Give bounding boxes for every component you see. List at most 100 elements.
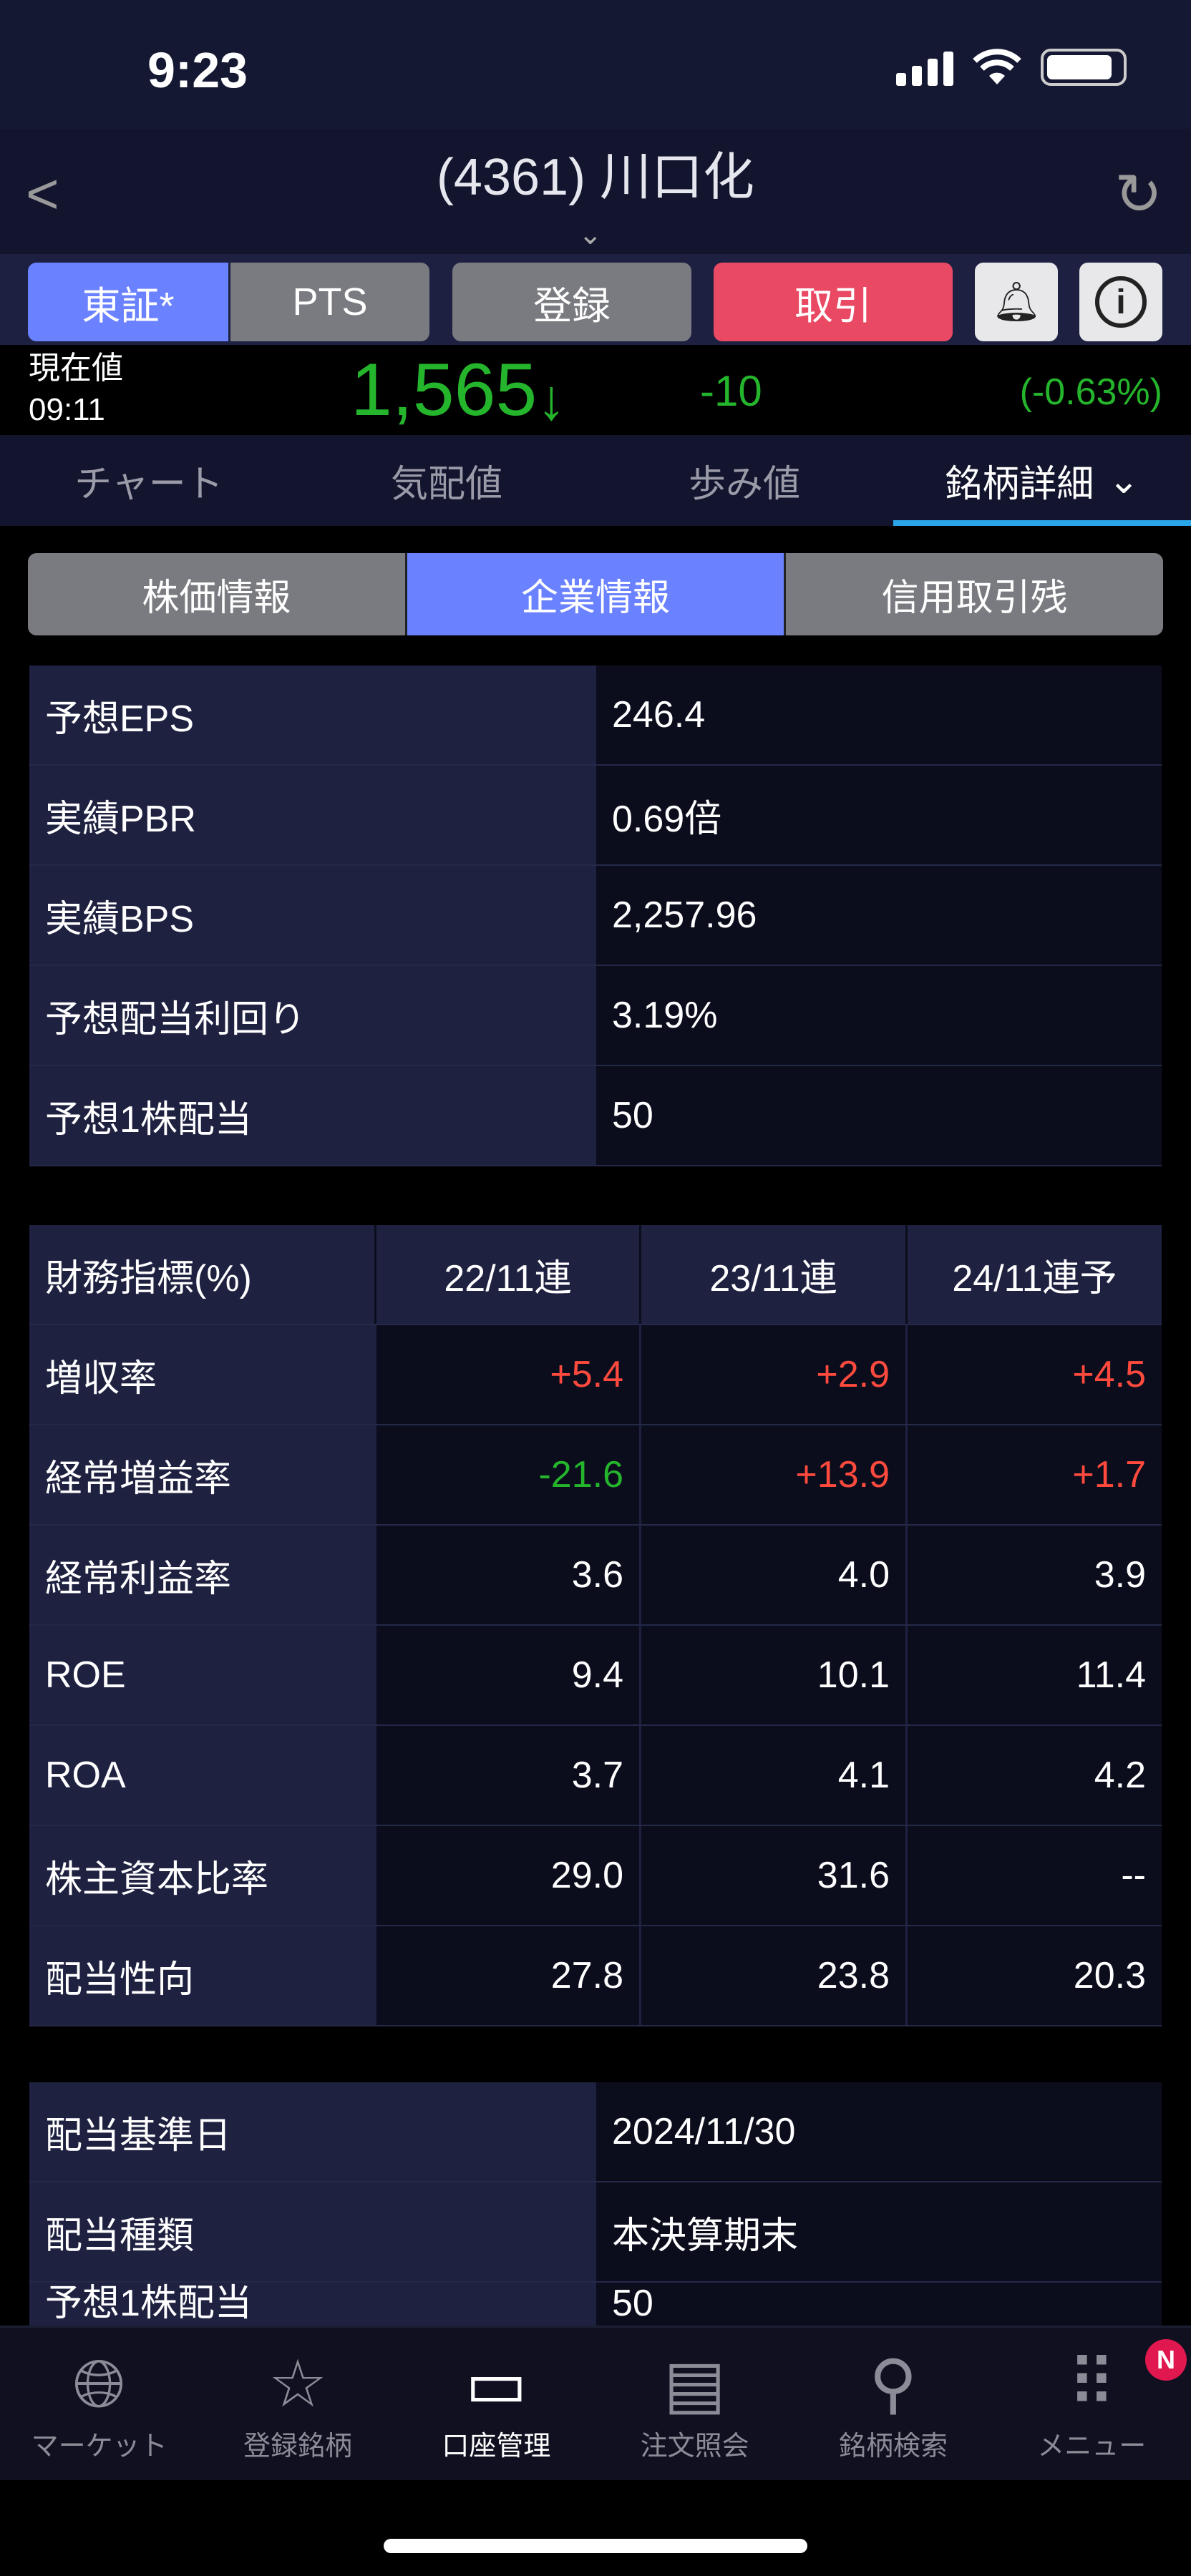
table-header: 財務指標(%) 22/11連 23/11連 24/11連予 [29,1225,1162,1325]
row-label: 配当種類 [29,2182,596,2281]
clock: 9:23 [147,42,248,98]
row-label: 予想配当利回り [29,966,596,1065]
nav-label: メニュー [1037,2431,1147,2462]
arrow-down-icon: ↓ [537,368,566,431]
table-row: 実績BPS 2,257.96 [29,866,1162,966]
nav-item[interactable]: ▭ 口座管理 [397,2328,596,2480]
column-header: 22/11連 [374,1225,639,1324]
cell-value: 29.0 [374,1826,639,1925]
dividend-table: 配当基準日 2024/11/30 配当種類 本決算期末 予想1株配当 50 [29,2082,1162,2326]
table-row: ROE 9.4 10.1 11.4 [29,1626,1162,1726]
nav-label: 注文照会 [640,2431,749,2462]
signal-icon [896,52,953,86]
row-value: 50 [596,1066,1162,1165]
cell-value: +1.7 [905,1425,1162,1524]
bell-icon[interactable]: 🔔︎ [975,263,1058,341]
market-tse-button[interactable]: 東証* [28,263,228,341]
subtab-price-info[interactable]: 株価情報 [28,553,407,635]
price-change-percent: (-0.63%) [1019,371,1162,413]
back-icon[interactable]: < [26,162,59,225]
row-label: ROE [29,1626,374,1724]
table-row: 配当性向 27.8 23.8 20.3 [29,1926,1162,2026]
tab-quotes[interactable]: 気配値 [390,464,502,505]
current-price: 1,565 [351,348,538,431]
cell-value: -21.6 [374,1425,639,1524]
cell-value: 9.4 [374,1626,639,1724]
stock-title[interactable]: (4361) 川口化 [436,149,755,206]
nav-label: 口座管理 [442,2431,551,2462]
tab-details-label: 銘柄詳細 [945,464,1094,505]
grid-icon: ⠿ [1067,2348,1116,2421]
row-label: 増収率 [29,1325,374,1424]
table-row: ROA 3.7 4.1 4.2 [29,1726,1162,1826]
tab-chart[interactable]: チャート [74,464,223,505]
tab-details[interactable]: 銘柄詳細 ⌄ [893,435,1191,526]
subtab-company-info[interactable]: 企業情報 [407,553,787,635]
trade-button[interactable]: 取引 [714,263,953,341]
table-row: 予想1株配当 50 [29,2283,1162,2326]
quote-time: 09:11 [29,392,105,427]
cell-value: 3.9 [905,1526,1162,1624]
nav-item[interactable]: 🌐︎ マーケット [0,2328,198,2480]
nav-label: マーケット [31,2431,167,2462]
row-label: 予想1株配当 [29,1066,596,1165]
info-icon[interactable]: i [1079,263,1162,341]
home-indicator[interactable] [384,2539,807,2553]
action-bar: 東証* PTS 登録 取引 🔔︎ i [0,254,1191,345]
document-icon: ▤ [663,2348,726,2421]
search-icon: ⚲ [869,2348,918,2421]
row-label: 実績BPS [29,866,596,965]
row-label: 実績PBR [29,766,596,864]
header: < (4361) 川口化 ⌄ ↻ [0,129,1191,254]
price-change: -10 [700,367,762,415]
table-row: 経常利益率 3.6 4.0 3.9 [29,1526,1162,1626]
row-label: 配当基準日 [29,2082,596,2181]
row-label: 株主資本比率 [29,1826,374,1925]
chevron-down-icon[interactable]: ⌄ [578,219,603,250]
table-row: 配当種類 本決算期末 [29,2182,1162,2283]
cell-value: 4.1 [639,1726,905,1825]
summary-table: 予想EPS 246.4 実績PBR 0.69倍 実績BPS 2,257.96 予… [29,665,1162,1166]
table-row: 予想EPS 246.4 [29,665,1162,766]
nav-item[interactable]: ▤ 注文照会 [596,2328,794,2480]
table-row: 予想配当利回り 3.19% [29,966,1162,1066]
cell-value: 20.3 [905,1926,1162,2025]
row-label: ROA [29,1726,374,1825]
cell-value: 10.1 [639,1626,905,1724]
cell-value: 11.4 [905,1626,1162,1724]
cell-value: +13.9 [639,1425,905,1524]
cell-value: 27.8 [374,1926,639,2025]
row-value: 3.19% [596,966,1162,1065]
cell-value: 23.8 [639,1926,905,2025]
chevron-down-icon: ⌄ [1108,459,1139,502]
nav-item[interactable]: ⚲ 銘柄検索 [794,2328,992,2480]
table-row: 株主資本比率 29.0 31.6 -- [29,1826,1162,1926]
tab-ticks[interactable]: 歩み値 [688,464,800,505]
nav-item[interactable]: ⠿ メニュー N [993,2328,1191,2480]
subtab-margin[interactable]: 信用取引残 [786,553,1163,635]
main-tabs: チャート 気配値 歩み値 銘柄詳細 ⌄ [0,435,1191,526]
quote-label: 現在値 [29,351,123,386]
table-row: 予想1株配当 50 [29,1066,1162,1166]
table-row: 実績PBR 0.69倍 [29,766,1162,866]
refresh-icon[interactable]: ↻ [1114,162,1162,226]
table-row: 配当基準日 2024/11/30 [29,2082,1162,2182]
register-button[interactable]: 登録 [452,263,691,341]
table-row: 経常増益率 -21.6 +13.9 +1.7 [29,1425,1162,1526]
row-value: 2,257.96 [596,866,1162,965]
nav-label: 銘柄検索 [838,2431,948,2462]
row-value: 246.4 [596,665,1162,764]
row-value: 0.69倍 [596,766,1162,864]
row-label: 配当性向 [29,1926,374,2025]
cell-value: 4.2 [905,1726,1162,1825]
nav-item[interactable]: ☆ 登録銘柄 [198,2328,397,2480]
row-value: 2024/11/30 [596,2082,1162,2181]
market-pts-button[interactable]: PTS [230,263,429,341]
row-value: 50 [596,2283,1162,2326]
cell-value: +5.4 [374,1325,639,1424]
status-bar: 9:23 [0,0,1191,129]
cell-value: +4.5 [905,1325,1162,1424]
column-header: 財務指標(%) [29,1225,374,1324]
cell-value: -- [905,1826,1162,1925]
financials-table: 財務指標(%) 22/11連 23/11連 24/11連予 増収率 +5.4 +2.9 +4.… [29,1225,1162,2026]
